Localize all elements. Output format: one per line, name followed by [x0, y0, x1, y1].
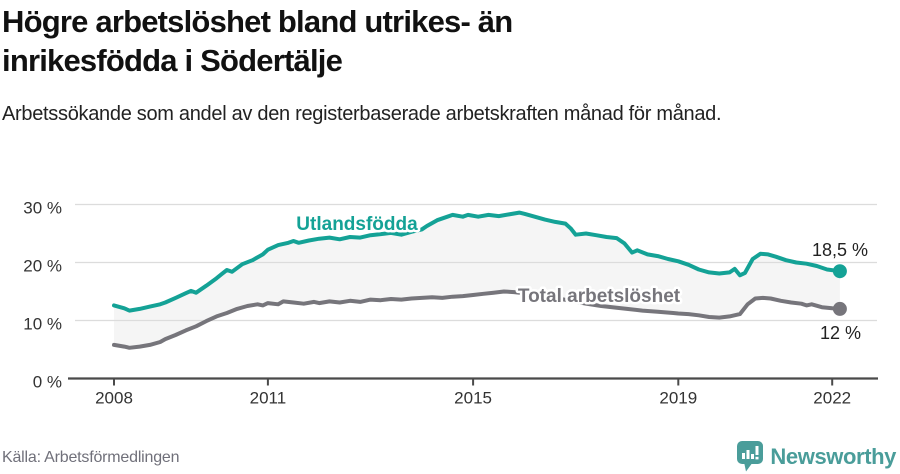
x-tick-label: 2015	[454, 389, 492, 408]
end-value-label-utlandsfodda: 18,5 %	[812, 240, 868, 260]
series-line-utlandsfodda	[112, 210, 842, 313]
y-tick-label: 0 %	[33, 373, 62, 392]
y-tick-label: 30 %	[23, 199, 62, 218]
series-line-labels: Utlandsfödda Total arbetslöshet	[294, 212, 683, 310]
end-value-label-total: 12 %	[820, 323, 861, 343]
y-tick-label: 20 %	[23, 257, 62, 276]
page-title: Högre arbetslöshet bland utrikes- än inr…	[2, 4, 513, 79]
end-dot-utlandsfodda	[832, 264, 847, 279]
source-note: Källa: Arbetsförmedlingen	[2, 449, 180, 466]
series-end-dots	[832, 264, 847, 316]
area-fill	[114, 212, 840, 348]
end-dot-total	[832, 301, 847, 316]
page-subtitle: Arbetssökande som andel av den registerb…	[2, 103, 722, 125]
series-label-total: Total arbetslöshet	[518, 286, 681, 307]
series-lines	[112, 210, 842, 350]
x-tick-label: 2008	[95, 389, 133, 408]
x-tick-label: 2022	[813, 389, 851, 408]
x-tick-label: 2019	[659, 389, 697, 408]
series-line-total	[112, 289, 842, 350]
line-chart: 30 % 20 % 10 % 0 % 2008 2011 2015 2019 2022 Utl…	[23, 199, 878, 408]
x-axis: 2008 2011 2015 2019 2022	[68, 377, 878, 408]
newsworthy-bubble-chart-icon	[737, 441, 764, 472]
x-tick-label: 2011	[250, 389, 287, 408]
brand-name: Newsworthy	[770, 443, 896, 469]
end-value-annotations: 18,5 % 12 %	[812, 240, 868, 343]
y-tick-label: 10 %	[23, 315, 62, 334]
series-label-utlandsfodda: Utlandsfödda	[296, 214, 418, 235]
area-between-series	[114, 212, 840, 348]
brand-logo: Newsworthy	[736, 440, 896, 473]
